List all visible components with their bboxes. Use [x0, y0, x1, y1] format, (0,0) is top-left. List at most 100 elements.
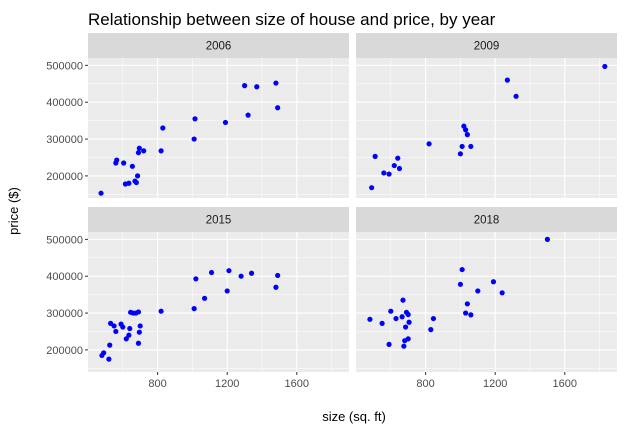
data-point: [135, 340, 142, 346]
data-point: [602, 63, 608, 70]
data-point: [499, 290, 505, 296]
data-point: [273, 80, 279, 86]
data-point: [242, 83, 248, 89]
y-tick-label: 300000: [46, 134, 83, 146]
data-point: [106, 356, 112, 362]
data-point: [388, 308, 394, 314]
panel-background: [88, 58, 349, 198]
panel-2015: 2015 200000 300000 400000 500000 800 1200 1600: [46, 207, 349, 390]
data-point: [238, 273, 244, 279]
facet-strip: [356, 207, 617, 232]
x-tick-label: 800: [148, 378, 166, 390]
data-point: [222, 119, 229, 126]
data-point: [459, 266, 465, 273]
data-point: [160, 125, 166, 131]
data-point: [391, 162, 397, 169]
data-point: [459, 143, 465, 150]
data-point: [136, 329, 142, 335]
data-point: [513, 93, 519, 99]
data-point: [137, 323, 143, 329]
facet-strip: [88, 33, 349, 58]
facet-strip-label: 2015: [206, 215, 232, 227]
facet-strip-label: 2018: [474, 215, 500, 227]
data-point: [396, 165, 403, 172]
data-point: [224, 288, 230, 294]
data-point: [126, 332, 132, 338]
data-point: [192, 116, 198, 122]
data-point: [399, 314, 405, 320]
data-point: [254, 84, 260, 90]
data-point: [490, 279, 497, 285]
data-point: [107, 342, 113, 348]
data-point: [430, 315, 437, 322]
data-point: [504, 77, 510, 83]
y-tick-label: 400000: [46, 97, 83, 109]
data-point: [127, 325, 133, 332]
facet-strip: [356, 33, 617, 58]
data-point: [135, 309, 142, 315]
data-point: [457, 151, 463, 157]
data-point: [379, 320, 385, 326]
data-point: [129, 163, 135, 169]
x-axis-title: size (sq. ft): [322, 409, 386, 424]
data-point: [226, 268, 232, 274]
x-tick-label: 800: [416, 378, 434, 390]
y-tick-label: 400000: [46, 271, 83, 283]
data-point: [123, 336, 129, 342]
data-point: [381, 170, 387, 176]
data-point: [464, 301, 470, 307]
data-point: [386, 171, 392, 177]
data-point: [208, 269, 215, 276]
data-point: [191, 306, 197, 312]
data-point: [120, 324, 126, 330]
data-point: [136, 145, 142, 151]
data-point: [463, 127, 469, 133]
data-point: [191, 136, 197, 142]
data-point: [201, 295, 208, 301]
data-point: [544, 236, 551, 242]
panel-background: [356, 58, 617, 198]
panel-2009: 2009: [356, 33, 617, 198]
data-point: [402, 324, 409, 330]
data-point: [400, 297, 406, 303]
data-point: [401, 343, 407, 349]
data-point: [193, 276, 199, 282]
data-point: [457, 281, 463, 287]
x-tick-label: 1600: [285, 378, 309, 390]
data-point: [405, 311, 411, 318]
data-point: [468, 143, 474, 150]
x-tick-label: 1600: [553, 378, 577, 390]
data-point: [158, 148, 164, 154]
data-point: [406, 319, 412, 325]
data-point: [386, 341, 392, 347]
data-point: [245, 112, 251, 118]
data-point: [464, 132, 470, 138]
data-point: [121, 160, 127, 166]
data-point: [111, 323, 117, 329]
data-point: [393, 315, 399, 322]
data-point: [395, 155, 401, 161]
y-tick-label: 300000: [46, 308, 83, 320]
panel-background: [88, 232, 349, 372]
facet-strip-label: 2006: [206, 41, 232, 53]
data-point: [133, 179, 139, 186]
data-point: [372, 153, 378, 159]
data-point: [135, 150, 142, 156]
y-tick-label: 200000: [46, 345, 83, 357]
data-point: [113, 328, 119, 335]
data-point: [275, 272, 281, 279]
data-point: [468, 312, 474, 318]
chart-title: Relationship between size of house and p…: [88, 10, 496, 29]
data-point: [134, 173, 141, 179]
x-tick-label: 1200: [483, 378, 507, 390]
data-point: [158, 308, 164, 314]
data-point: [367, 316, 373, 322]
data-point: [114, 157, 120, 163]
data-point: [101, 350, 107, 356]
data-point: [475, 288, 481, 294]
x-tick-label: 1200: [215, 378, 239, 390]
data-point: [126, 180, 132, 186]
facet-strip: [88, 207, 349, 232]
y-axis-title: price ($): [6, 187, 21, 235]
